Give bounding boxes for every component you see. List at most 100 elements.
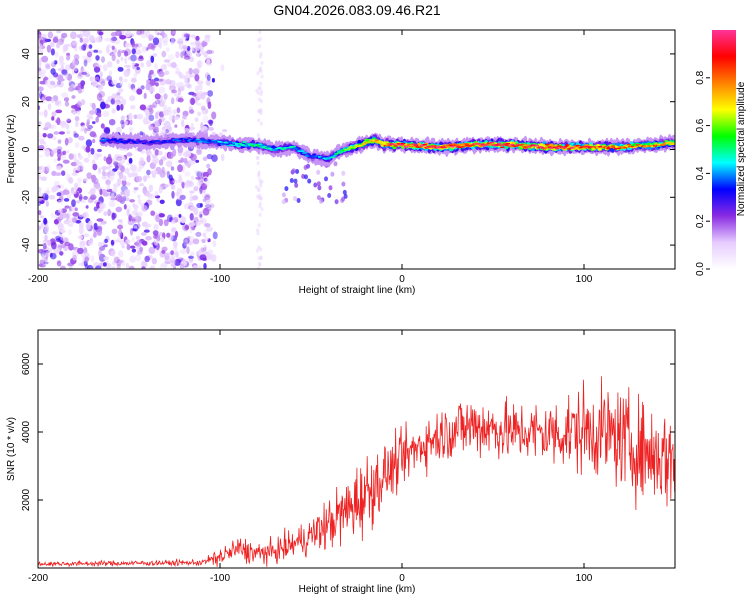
noise-speckle — [291, 168, 296, 174]
noise-speckle — [135, 254, 142, 262]
noise-speckle — [159, 199, 165, 204]
noise-speckle — [154, 128, 160, 132]
noise-speckle — [196, 202, 203, 209]
noise-speckle — [133, 114, 138, 120]
noise-speckle — [77, 100, 81, 106]
noise-speckle — [158, 111, 165, 118]
noise-speckle — [125, 239, 131, 243]
noise-speckle — [133, 72, 138, 79]
noise-speckle — [166, 47, 170, 52]
noise-speckle — [111, 45, 115, 50]
noise-speckle — [43, 37, 48, 44]
noise-speckle — [112, 186, 118, 194]
noise-speckle — [55, 109, 63, 114]
noise-speckle — [121, 245, 125, 249]
snr-line — [38, 376, 675, 568]
noise-speckle — [103, 244, 108, 248]
noise-speckle — [289, 178, 294, 183]
noise-speckle — [130, 105, 136, 110]
noise-speckle — [255, 156, 259, 160]
noise-speckle — [38, 165, 46, 174]
noise-speckle — [295, 169, 300, 174]
noise-speckle — [55, 238, 61, 243]
noise-speckle — [147, 43, 155, 50]
noise-speckle — [211, 78, 215, 83]
noise-speckle — [202, 156, 208, 161]
ridge-cell — [520, 143, 525, 145]
noise-speckle — [175, 251, 179, 258]
noise-speckle — [87, 191, 93, 195]
noise-speckle — [59, 55, 64, 63]
noise-speckle — [65, 64, 71, 71]
noise-speckle — [101, 188, 107, 195]
noise-speckle — [72, 212, 80, 217]
noise-speckle — [78, 196, 83, 200]
noise-speckle — [47, 133, 54, 139]
noise-speckle — [163, 120, 171, 129]
ridge-cell — [315, 155, 320, 157]
noise-speckle — [134, 49, 142, 55]
noise-speckle — [146, 169, 151, 176]
noise-speckle — [141, 260, 148, 268]
noise-speckle — [79, 37, 84, 43]
noise-speckle — [108, 119, 116, 126]
noise-speckle — [124, 167, 130, 175]
noise-speckle — [60, 265, 66, 269]
noise-speckle — [182, 50, 187, 57]
noise-speckle — [199, 254, 207, 261]
noise-speckle — [195, 159, 200, 163]
noise-speckle — [170, 62, 177, 68]
ridge-cell — [379, 141, 384, 143]
snr-ylabel: SNR (10 * v/v) — [6, 417, 17, 481]
noise-speckle — [43, 121, 51, 129]
noise-speckle — [189, 97, 196, 106]
ridge-cell — [294, 148, 299, 150]
noise-speckle — [131, 53, 139, 62]
noise-speckle — [71, 199, 76, 208]
ridge-cell — [213, 142, 218, 144]
noise-speckle — [171, 89, 178, 94]
noise-speckle — [148, 34, 155, 41]
noise-speckle — [158, 118, 162, 124]
ridge-cell — [140, 140, 145, 142]
noise-speckle — [172, 109, 178, 115]
noise-speckle — [88, 220, 93, 226]
noise-speckle — [206, 74, 211, 81]
noise-speckle — [194, 169, 199, 175]
noise-speckle — [190, 153, 197, 161]
noise-speckle — [155, 82, 159, 87]
y-tick-label: 6000 — [21, 352, 32, 375]
noise-speckle — [111, 157, 117, 163]
ridge-cell — [151, 140, 157, 143]
noise-speckle — [83, 211, 88, 218]
noise-speckle — [43, 261, 49, 265]
noise-speckle — [150, 170, 158, 176]
noise-speckle — [125, 181, 131, 187]
noise-speckle — [190, 175, 195, 181]
noise-speckle — [56, 80, 62, 86]
noise-speckle — [96, 93, 103, 101]
noise-speckle — [116, 263, 121, 269]
noise-speckle — [184, 182, 188, 186]
ridge-cell — [367, 141, 372, 144]
noise-speckle — [199, 186, 203, 195]
noise-speckle — [44, 224, 49, 232]
noise-speckle — [191, 46, 195, 52]
noise-speckle — [198, 83, 203, 91]
noise-speckle — [256, 231, 260, 236]
noise-speckle — [133, 225, 138, 229]
ridge-cell — [165, 141, 170, 144]
noise-speckle — [149, 184, 153, 189]
ridge-cell — [242, 141, 247, 144]
noise-speckle — [218, 132, 224, 137]
noise-speckle — [70, 161, 78, 167]
noise-speckle — [111, 93, 117, 99]
noise-speckle — [187, 236, 191, 240]
noise-speckle — [75, 200, 81, 204]
noise-speckle — [202, 251, 208, 255]
noise-speckle — [124, 57, 128, 65]
noise-speckle — [136, 88, 143, 95]
noise-speckle — [44, 38, 52, 43]
noise-speckle — [111, 108, 116, 114]
